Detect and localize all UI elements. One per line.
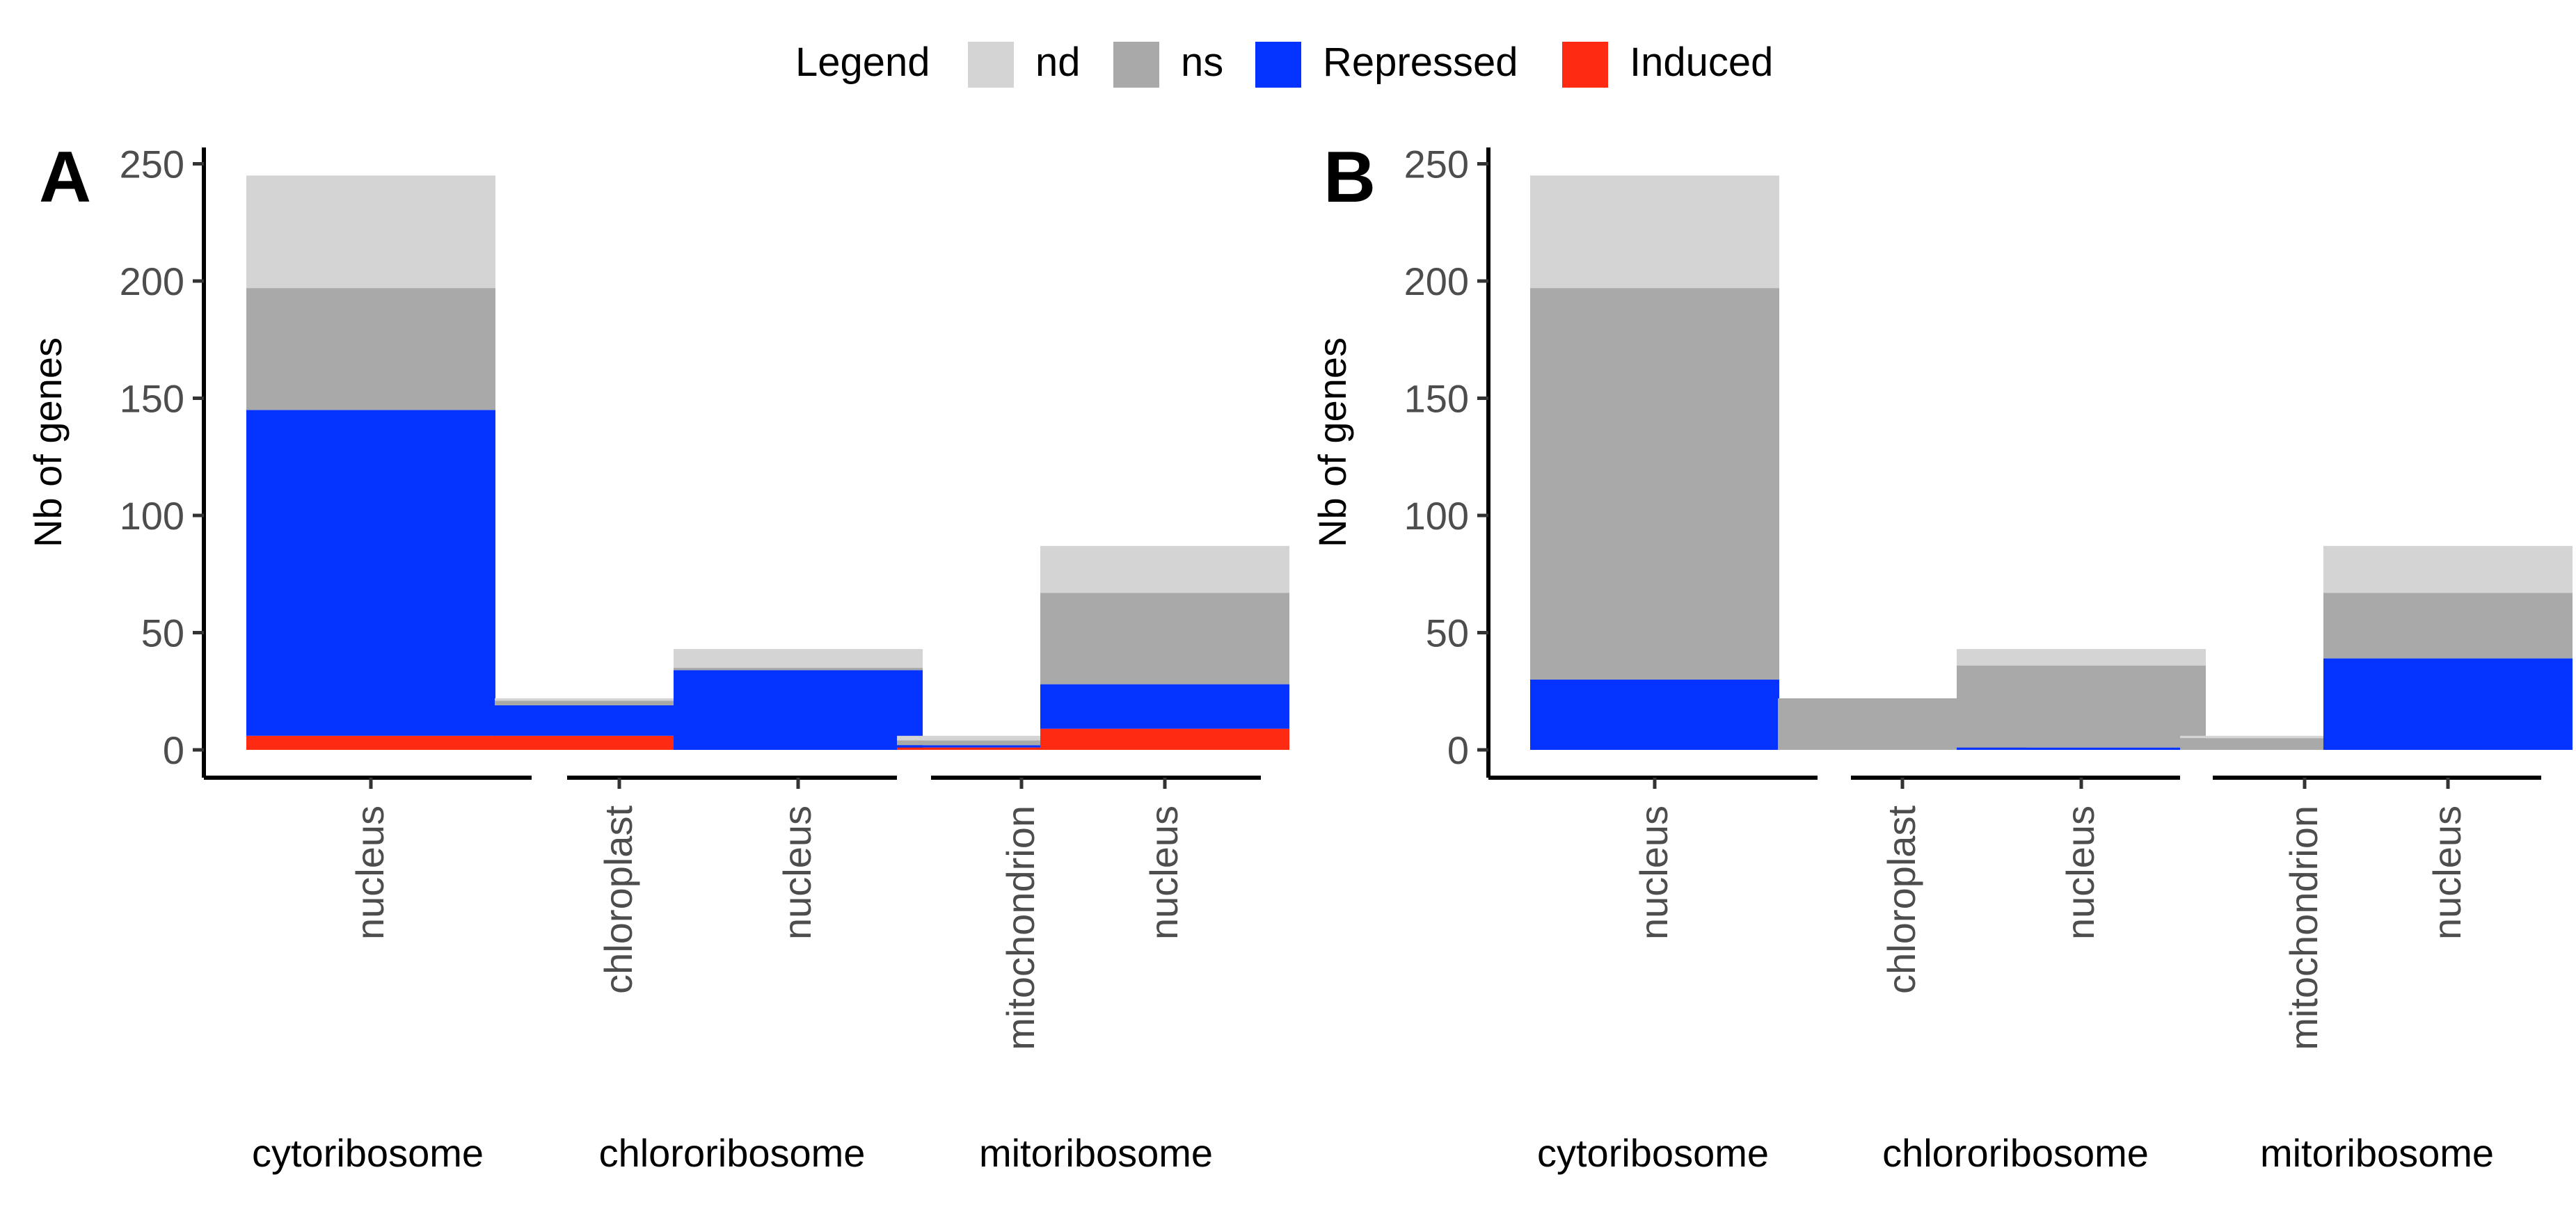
bar-segment-nd [1957,649,2206,666]
legend-title: Legend [795,40,930,85]
legend-label-nd: nd [1035,40,1081,85]
x-group-label: cytoribosome [1537,1131,1769,1175]
legend-swatch-ns [1113,42,1159,88]
legend: Legend nd ns Repressed Induced [795,40,1773,88]
y-tick-label: 0 [1447,728,1469,772]
y-tick-label: 50 [1426,611,1469,655]
bar-segment-repressed [674,670,923,750]
bar-segment-nd [246,175,495,289]
bar-segment-ns [897,740,1146,746]
panel-a: A 0 50 100 150 200 250 Nb of genes nucleus cytori… [26,137,1289,1175]
bar-segment-nd [897,735,1146,741]
x-category-label: chloroplast [596,806,640,994]
bar-segment-ns [2323,593,2573,659]
legend-swatch-nd [968,42,1014,88]
y-tick-label: 250 [120,143,184,186]
y-axis-title: Nb of genes [1310,337,1354,547]
x-category-label: nucleus [1632,806,1676,940]
panel-b: B 0 50 100 150 200 250 Nb of genes nucleus cytori… [1310,137,2573,1175]
x-group-label: chlororibosome [1882,1131,2149,1175]
x-category-label: nucleus [1142,806,1186,940]
bar-segment-repressed [1957,747,2206,750]
y-tick-label: 50 [141,611,184,655]
legend-label-ns: ns [1181,40,1223,85]
legend-items: nd ns Repressed Induced [968,40,1773,88]
y-tick-label: 100 [1404,494,1469,538]
x-category-label: nucleus [2058,806,2102,940]
bar-segment-repressed [246,410,495,736]
legend-swatch-repressed [1255,42,1301,88]
x-category-label: chloroplast [1879,806,1923,994]
x-group-label: cytoribosome [252,1131,484,1175]
legend-swatch-induced [1562,42,1608,88]
bar-segment-ns [495,700,744,705]
y-tick-label: 200 [1404,259,1469,303]
x-category-label: nucleus [348,806,392,940]
x-group-label: chlororibosome [599,1131,866,1175]
bar-segment-nd [1040,545,1289,593]
panel-letter: B [1323,137,1376,218]
bar-segment-nd [495,698,744,701]
bar-segment-nd [2180,735,2429,739]
y-tick-label: 100 [120,494,184,538]
panel-letter: A [39,137,91,218]
legend-label-repressed: Repressed [1323,40,1518,85]
y-axis-title: Nb of genes [26,337,70,547]
y-tick-label: 200 [120,259,184,303]
bar-segment-induced [1040,728,1289,750]
bar-segment-repressed [2323,658,2573,750]
legend-label-induced: Induced [1630,40,1773,85]
bar-segment-induced [897,747,1146,750]
bar-segment-nd [1530,175,1779,289]
bar-segment-induced [246,735,495,750]
x-group-label: mitoribosome [979,1131,1213,1175]
y-tick-label: 150 [120,377,184,421]
bar-segment-ns [674,668,923,671]
x-category-label: nucleus [775,806,819,940]
y-tick-label: 250 [1404,143,1469,186]
bar-segment-nd [674,649,923,668]
bar-segment-ns [1040,593,1289,684]
bar-segment-repressed [1530,679,1779,750]
bar-segment-ns [1530,288,1779,680]
y-tick-label: 0 [163,728,184,772]
bar-segment-ns [246,288,495,410]
bar-segment-nd [2323,545,2573,593]
x-group-label: mitoribosome [2260,1131,2494,1175]
bar-segment-ns [1957,665,2206,748]
bar-segment-repressed [1040,684,1289,729]
x-category-label: nucleus [2425,806,2469,940]
x-category-label: mitochondrion [999,806,1042,1050]
y-tick-label: 150 [1404,377,1469,421]
x-category-label: mitochondrion [2282,806,2325,1050]
bar-segment-repressed [897,745,1146,748]
